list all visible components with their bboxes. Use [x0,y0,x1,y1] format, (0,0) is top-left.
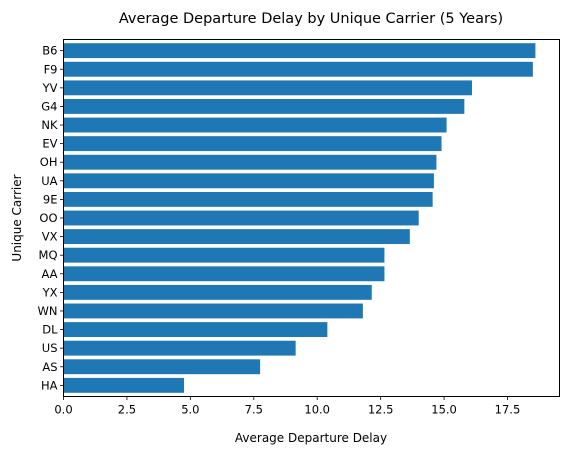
plot-frame [63,39,560,397]
bar-yx [63,284,372,300]
y-tick-label-ev: EV [42,137,57,151]
y-tick-label-oh: OH [40,155,58,169]
bar-ua [63,173,434,189]
bar-g4 [63,99,465,114]
y-tick-label-b6: B6 [42,44,57,58]
y-tick-label-oo: OO [39,211,57,225]
bar-dl [63,322,328,337]
bars-group [63,43,536,393]
bar-oh [63,154,437,170]
y-axis-ticks: B6 F9 YV G4 NK EV OH UA 9E OO VX MQ AA YX WN DL US AS HA [38,44,64,392]
bar-vx [63,229,410,245]
bar-wn [63,303,363,319]
x-axis-ticks: 0.0 2.5 5.0 7.5 10.0 12.5 15.0 17.5 [54,396,521,417]
bar-mq [63,247,385,263]
x-tick-label-2: 5.0 [181,403,199,417]
bar-nk [63,117,447,133]
y-tick-label-vx: VX [42,230,58,244]
bar-oo [63,210,419,226]
x-tick-label-6: 15.0 [431,403,457,417]
bar-f9 [63,61,533,77]
y-tick-label-yv: YV [42,81,58,95]
y-tick-label-nk: NK [41,118,58,132]
x-tick-label-7: 17.5 [495,403,521,417]
y-tick-label-yx: YX [42,285,58,299]
bar-ev [63,136,442,152]
y-tick-label-ua: UA [41,174,57,188]
x-tick-label-4: 10.0 [304,403,330,417]
y-tick-label-aa: AA [41,267,57,281]
y-axis-label: Unique Carrier [10,174,24,261]
y-tick-label-us: US [42,341,58,355]
bar-b6 [63,43,536,59]
y-tick-label-9e: 9E [43,192,58,206]
y-tick-label-wn: WN [38,304,58,318]
x-tick-label-0: 0.0 [54,403,72,417]
chart-title: Average Departure Delay by Unique Carrie… [119,11,503,27]
y-tick-label-g4: G4 [41,99,57,113]
y-tick-label-dl: DL [42,323,58,337]
x-tick-label-5: 12.5 [368,403,394,417]
bar-us [63,340,296,356]
bar-ha [63,377,185,393]
y-tick-label-ha: HA [41,378,58,392]
bar-yv [63,80,472,96]
x-tick-label-1: 2.5 [118,403,136,417]
bar-9e [63,191,433,207]
y-tick-label-f9: F9 [44,62,58,76]
bar-as [63,359,261,375]
x-axis-label: Average Departure Delay [235,431,387,445]
x-tick-label-3: 7.5 [245,403,263,417]
bar-aa [63,266,385,282]
y-tick-label-as: AS [42,360,57,374]
y-tick-label-mq: MQ [39,248,58,262]
